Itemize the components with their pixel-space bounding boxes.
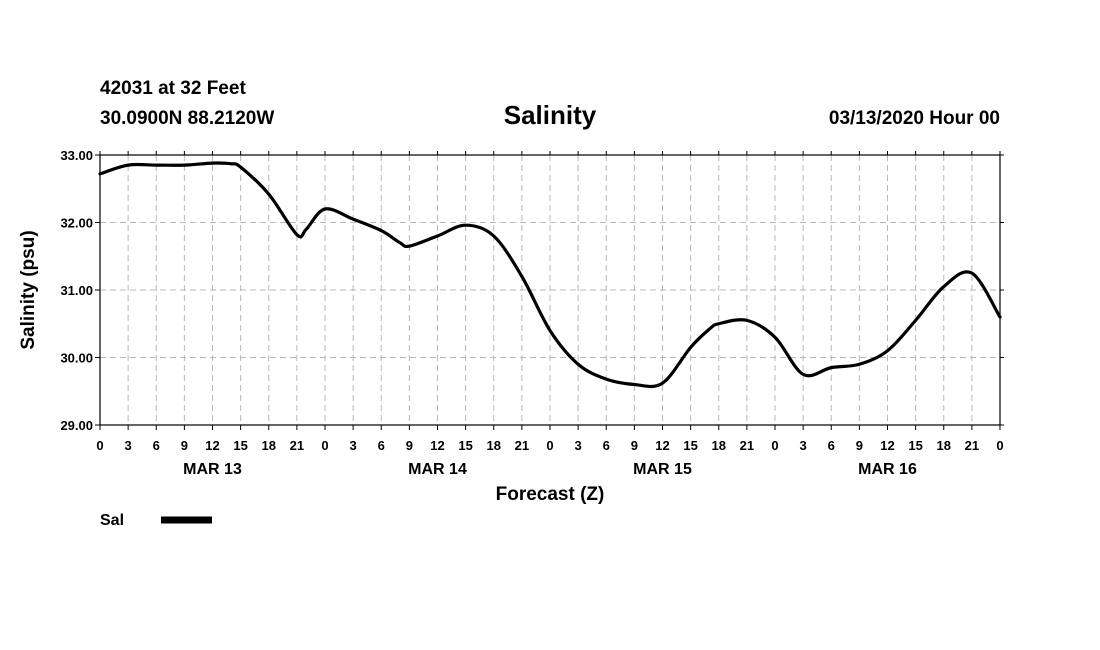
x-tick-label: 18 <box>262 438 276 453</box>
x-tick-label: 9 <box>406 438 413 453</box>
x-tick-label: 15 <box>233 438 247 453</box>
y-tick-label: 29.00 <box>60 418 93 433</box>
x-tick-label: 6 <box>603 438 610 453</box>
x-tick-label: 6 <box>153 438 160 453</box>
x-tick-label: 3 <box>350 438 357 453</box>
station-label: 42031 at 32 Feet <box>100 78 246 99</box>
y-axis: 29.00 30.00 31.00 32.00 33.00 <box>60 148 1004 433</box>
chart-title: Salinity <box>504 100 597 130</box>
y-tick-label: 31.00 <box>60 283 93 298</box>
x-tick-label: 0 <box>996 438 1003 453</box>
x-tick-label: 18 <box>487 438 501 453</box>
series-line-sal <box>98 161 1002 389</box>
x-tick-label: 3 <box>800 438 807 453</box>
series-layer <box>98 161 1002 389</box>
y-tick-label: 32.00 <box>60 216 93 231</box>
x-tick-label: 18 <box>712 438 726 453</box>
x-tick-label: 18 <box>937 438 951 453</box>
grid <box>100 155 1000 425</box>
x-tick-label: 12 <box>880 438 894 453</box>
x-tick-label: 6 <box>378 438 385 453</box>
x-tick-label: 21 <box>515 438 529 453</box>
x-tick-label: 0 <box>771 438 778 453</box>
x-tick-label: 9 <box>181 438 188 453</box>
day-label: MAR 15 <box>633 461 692 478</box>
y-axis-label: Salinity (psu) <box>18 230 39 349</box>
date-label: 03/13/2020 Hour 00 <box>829 108 1000 129</box>
day-label: MAR 13 <box>183 461 242 478</box>
x-tick-label: 12 <box>205 438 219 453</box>
x-tick-label: 21 <box>740 438 754 453</box>
x-tick-label: 21 <box>965 438 979 453</box>
x-tick-label: 12 <box>655 438 669 453</box>
x-tick-label: 15 <box>683 438 697 453</box>
legend: Sal <box>100 512 212 529</box>
x-tick-label: 6 <box>828 438 835 453</box>
x-tick-label: 9 <box>631 438 638 453</box>
x-tick-label: 15 <box>458 438 472 453</box>
day-label: MAR 16 <box>858 461 917 478</box>
legend-label: Sal <box>100 512 124 529</box>
x-tick-label: 12 <box>430 438 444 453</box>
day-label: MAR 14 <box>408 461 467 478</box>
x-tick-label: 9 <box>856 438 863 453</box>
y-tick-label: 30.00 <box>60 351 93 366</box>
y-tick-label: 33.00 <box>60 148 93 163</box>
x-tick-label: 15 <box>908 438 922 453</box>
x-tick-label: 0 <box>321 438 328 453</box>
x-tick-label: 3 <box>125 438 132 453</box>
x-axis-label: Forecast (Z) <box>496 484 605 505</box>
x-tick-label: 3 <box>575 438 582 453</box>
x-tick-label: 0 <box>546 438 553 453</box>
x-tick-label: 21 <box>290 438 304 453</box>
x-axis: 0 3 6 9 12 15 18 21 0 3 6 9 12 15 18 21 0 3 6 9 12 15 18 21 0 3 6 9… <box>96 151 1004 478</box>
x-tick-label: 0 <box>96 438 103 453</box>
position-label: 30.0900N 88.2120W <box>100 108 274 129</box>
